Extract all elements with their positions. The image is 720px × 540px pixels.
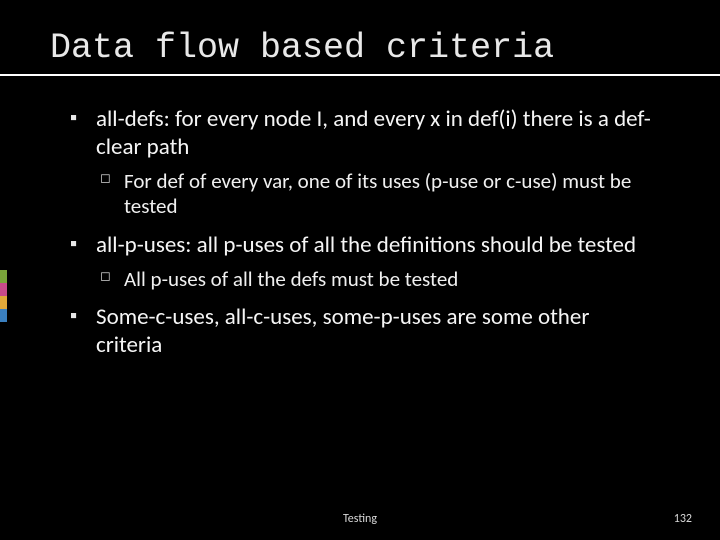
- bullet-text: All p-uses of all the defs must be teste…: [124, 266, 458, 292]
- bullet-text: For def of every var, one of its uses (p…: [124, 168, 631, 219]
- bullet-list: all-defs: for every node I, and every x …: [70, 106, 660, 360]
- list-item: All p-uses of all the defs must be teste…: [100, 267, 660, 292]
- slide: Data flow based criteria all-defs: for e…: [0, 0, 720, 540]
- footer-label: Testing: [343, 512, 377, 526]
- sub-bullet-list: For def of every var, one of its uses (p…: [100, 169, 660, 219]
- title-underline: [0, 74, 720, 76]
- slide-title: Data flow based criteria: [50, 28, 670, 68]
- bullet-text: Some-c-uses, all-c-uses, some-p-uses are…: [96, 303, 589, 359]
- accent-segment: [0, 283, 7, 296]
- slide-content: all-defs: for every node I, and every x …: [50, 106, 670, 360]
- list-item: Some-c-uses, all-c-uses, some-p-uses are…: [70, 304, 660, 359]
- accent-segment: [0, 309, 7, 322]
- list-item: all-defs: for every node I, and every x …: [70, 106, 660, 220]
- page-number: 132: [674, 512, 692, 526]
- bullet-text: all-defs: for every node I, and every x …: [96, 105, 651, 161]
- bullet-text: all-p-uses: all p-uses of all the defini…: [96, 231, 636, 259]
- sub-bullet-list: All p-uses of all the defs must be teste…: [100, 267, 660, 292]
- list-item: all-p-uses: all p-uses of all the defini…: [70, 232, 660, 293]
- accent-segment: [0, 270, 7, 283]
- accent-bar: [0, 270, 7, 322]
- list-item: For def of every var, one of its uses (p…: [100, 169, 660, 219]
- accent-segment: [0, 296, 7, 309]
